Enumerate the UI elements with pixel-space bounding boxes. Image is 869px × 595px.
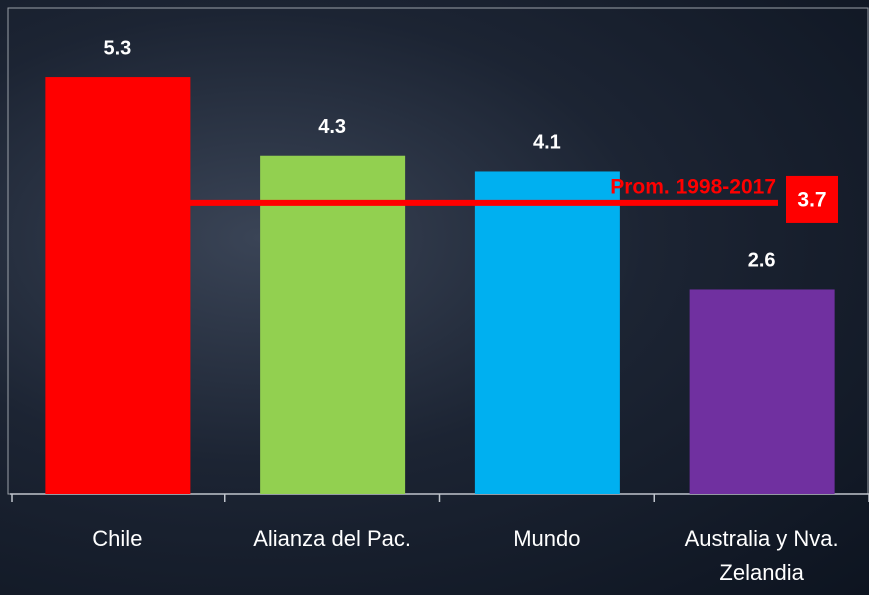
value-label: 4.3 <box>318 116 346 138</box>
x-tick-label: Mundo <box>513 526 581 551</box>
bar <box>260 155 406 494</box>
value-label: 2.6 <box>748 250 776 272</box>
reference-badge <box>786 175 838 223</box>
bar <box>689 289 835 494</box>
x-tick-label: Chile <box>92 526 143 551</box>
x-tick-label: Australia y Nva. Zelandia <box>684 526 839 585</box>
x-tick-label: Alianza del Pac. <box>253 526 411 551</box>
value-label: 5.3 <box>103 37 131 59</box>
reference-value: 3.7 <box>797 188 826 211</box>
value-label: 4.1 <box>533 132 561 154</box>
bar <box>474 171 620 494</box>
bar <box>45 77 191 495</box>
reference-label: Prom. 1998-2017 <box>610 175 776 198</box>
